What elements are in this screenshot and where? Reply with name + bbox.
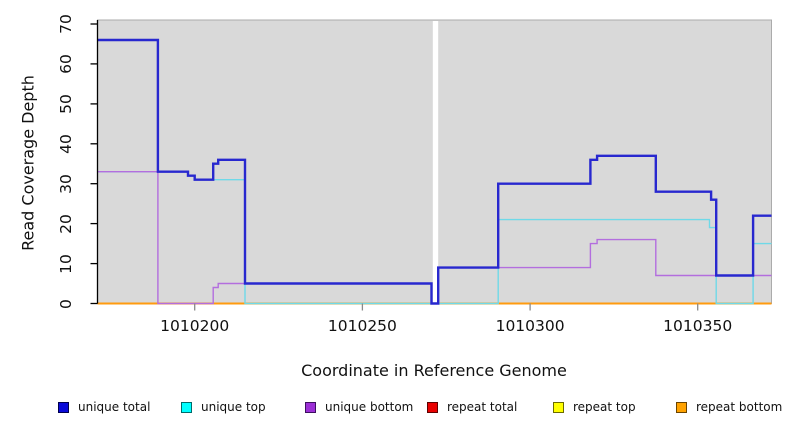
legend-label: unique top: [201, 400, 266, 414]
x-tick-label: 1010200: [160, 317, 230, 335]
legend-label: repeat bottom: [696, 400, 783, 414]
x-tick-label: 1010250: [327, 317, 397, 335]
y-tick-label: 40: [57, 133, 75, 154]
legend-swatch-icon: [676, 401, 687, 413]
legend-swatch-icon: [58, 401, 69, 413]
legend-swatch-icon: [553, 401, 564, 413]
legend-item-repeat-total: repeat total: [427, 398, 517, 416]
legend: unique total unique top unique bottom repea…: [0, 398, 792, 418]
x-tick-label: 1010300: [495, 317, 565, 335]
y-tick-label: 30: [57, 173, 75, 194]
gap-band: [432, 21, 439, 304]
x-axis-title: Coordinate in Reference Genome: [301, 361, 567, 380]
legend-item-repeat-bottom: repeat bottom: [676, 398, 782, 416]
legend-swatch-icon: [427, 401, 438, 413]
legend-swatch-icon: [181, 401, 192, 413]
legend-swatch-icon: [305, 401, 316, 413]
legend-item-unique-bottom: unique bottom: [305, 398, 413, 416]
y-tick-label: 0: [57, 298, 75, 309]
legend-item-repeat-top: repeat top: [553, 398, 636, 416]
legend-label: repeat total: [447, 400, 518, 414]
y-tick-label: 70: [57, 14, 75, 34]
y-tick-label: 20: [57, 213, 75, 234]
series-line-unique-total: [97, 38, 772, 305]
y-axis-title: Read Coverage Depth: [18, 75, 38, 251]
y-tick-label: 10: [57, 253, 75, 274]
legend-label: repeat top: [573, 400, 636, 414]
legend-item-unique-top: unique top: [181, 398, 266, 416]
legend-label: unique bottom: [325, 400, 414, 414]
legend-label: unique total: [78, 400, 151, 414]
y-tick-label: 60: [57, 54, 75, 74]
y-tick-label: 50: [57, 94, 75, 114]
x-tick-label: 1010350: [663, 317, 733, 335]
legend-item-unique-total: unique total: [58, 398, 150, 416]
